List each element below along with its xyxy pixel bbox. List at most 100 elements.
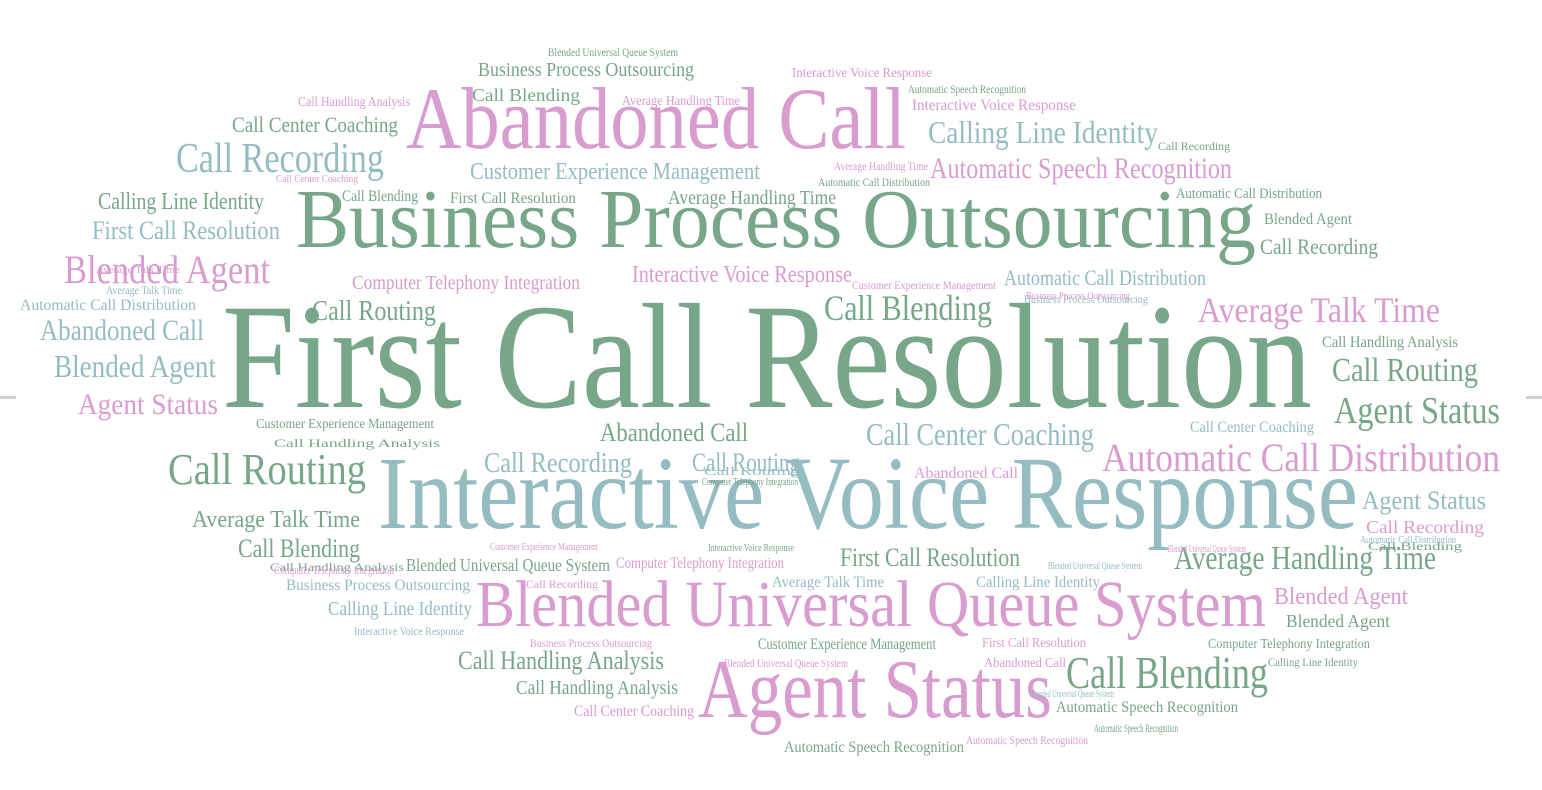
word-customer-experience-management: Customer Experience Management: [852, 278, 997, 292]
word-call-blending: Call Blending: [472, 85, 580, 105]
word-average-handling-time: Average Handling Time: [668, 187, 837, 209]
word-computer-telephony-integration: Computer Telephony Integration: [352, 272, 580, 294]
word-automatic-call-distribution: Automatic Call Distribution: [1176, 186, 1323, 202]
word-abandoned-call: Abandoned Call: [40, 314, 204, 347]
word-first-call-resolution: First Call Resolution: [982, 636, 1087, 651]
word-average-talk-time: Average Talk Time: [106, 283, 182, 297]
word-blended-agent: Blended Agent: [54, 348, 216, 384]
word-automatic-call-distribution: Automatic Call Distribution: [20, 297, 196, 314]
word-call-center-coaching: Call Center Coaching: [276, 174, 359, 185]
word-computer-telephony-integration: Computer Telephony Integration: [702, 477, 798, 488]
word-call-center-coaching: Call Center Coaching: [232, 112, 398, 137]
word-call-recording: Call Recording: [484, 448, 633, 479]
word-call-routing: Call Routing: [692, 448, 800, 477]
word-automatic-speech-recognition: Automatic Speech Recognition: [966, 733, 1088, 747]
word-business-process-outsourcing: Business Process Outsourcing: [530, 636, 653, 650]
word-business-process-outsourcing: Business Process Outsourcing: [1024, 292, 1148, 306]
word-call-recording: Call Recording: [1366, 517, 1485, 537]
word-customer-experience-management: Customer Experience Management: [256, 417, 434, 432]
word-blended-universal-queue-system: Blended Universal Queue System: [406, 555, 610, 575]
word-computer-telephony-integration: Computer Telephony Integration: [616, 555, 784, 572]
word-business-process-outsourcing: Business Process Outsourcing: [296, 173, 1256, 266]
word-call-recording: Call Recording: [526, 577, 598, 591]
word-call-handling-analysis: Call Handling Analysis: [516, 677, 678, 699]
word-abandoned-call: Abandoned Call: [406, 71, 907, 168]
word-business-process-outsourcing: Business Process Outsourcing: [1026, 291, 1130, 302]
word-call-handling-analysis: Call Handling Analysis: [458, 646, 665, 675]
word-average-talk-time: Average Talk Time: [96, 265, 181, 276]
word-calling-line-identity: Calling Line Identity: [976, 574, 1101, 591]
word-call-handling-analysis: Call Handling Analysis: [298, 95, 410, 110]
word-blended-agent: Blended Agent: [64, 247, 270, 292]
word-blended-universal-queue-system: Blended Universal Queue System: [1048, 561, 1142, 572]
word-calling-line-identity: Calling Line Identity: [98, 189, 265, 215]
word-interactive-voice-response: Interactive Voice Response: [708, 543, 794, 554]
word-blended-agent: Blended Agent: [1274, 584, 1408, 610]
word-customer-experience-management: Customer Experience Management: [470, 159, 760, 185]
word-business-process-outsourcing: Business Process Outsourcing: [478, 59, 695, 81]
word-computer-telephony-integration: Computer Telephony Integration: [274, 563, 395, 577]
word-automatic-speech-recognition: Automatic Speech Recognition: [908, 82, 1026, 96]
word-abandoned-call: Abandoned Call: [600, 418, 749, 447]
word-automatic-call-distribution: Automatic Call Distribution: [818, 175, 930, 189]
word-call-blending: Call Blending: [824, 288, 992, 328]
word-computer-telephony-integration: Computer Telephony Integration: [1208, 637, 1370, 652]
word-abandoned-call: Abandoned Call: [984, 656, 1066, 671]
word-call-routing: Call Routing: [168, 445, 366, 494]
word-blended-universal-queue-system: Blended Universal Queue System: [724, 656, 849, 670]
word-blended-universal-queue-system: Blended Universal Queue System: [476, 568, 1267, 641]
word-interactive-voice-response: Interactive Voice Response: [354, 624, 464, 638]
word-average-handling-time: Average Handling Time: [622, 94, 741, 109]
word-agent-status: Agent Status: [78, 388, 219, 421]
word-call-handling-analysis: Call Handling Analysis: [1322, 334, 1458, 351]
word-call-handling-analysis: Call Handling Analysis: [270, 560, 404, 574]
word-call-recording: Call Recording: [1260, 234, 1378, 259]
word-agent-status: Agent Status: [698, 643, 1053, 736]
word-call-blending: Call Blending: [342, 188, 419, 205]
word-blended-universal-queue-system: Blended Universal Queue System: [548, 45, 678, 59]
word-average-handling-time: Average Handling Time: [1174, 540, 1436, 577]
right-edge-marker: [1526, 396, 1542, 399]
word-call-handling-analysis: Call Handling Analysis: [274, 436, 440, 450]
word-call-center-coaching: Call Center Coaching: [866, 416, 1094, 452]
word-average-talk-time: Average Talk Time: [772, 574, 884, 591]
word-automatic-speech-recognition: Automatic Speech Recognition: [1094, 721, 1178, 735]
word-automatic-call-distribution: Automatic Call Distribution: [1360, 535, 1457, 546]
word-customer-experience-management: Customer Experience Management: [758, 636, 936, 653]
word-automatic-call-distribution: Automatic Call Distribution: [1004, 265, 1206, 290]
word-call-recording: Call Recording: [176, 136, 384, 182]
word-calling-line-identity: Calling Line Identity: [1268, 655, 1358, 669]
word-call-blending: Call Blending: [1368, 539, 1463, 553]
word-business-process-outsourcing: Business Process Outsourcing: [286, 577, 470, 594]
word-blended-universal-queue-system: Blended Universal Queue System: [1168, 544, 1246, 555]
word-first-call-resolution: First Call Resolution: [92, 216, 280, 245]
word-call-routing: Call Routing: [1332, 352, 1479, 389]
word-automatic-speech-recognition: Automatic Speech Recognition: [784, 739, 964, 756]
word-agent-status: Agent Status: [1334, 390, 1501, 432]
word-customer-experience-management: Customer Experience Management: [490, 542, 598, 553]
word-call-recording: Call Recording: [1158, 139, 1230, 153]
word-first-call-resolution: First Call Resolution: [222, 274, 1312, 440]
word-blended-universal-queue-system: Blended Universal Queue System: [1030, 689, 1115, 700]
word-first-call-resolution: First Call Resolution: [840, 543, 1021, 572]
word-automatic-speech-recognition: Automatic Speech Recognition: [1056, 699, 1238, 716]
word-call-routing: Call Routing: [704, 464, 800, 478]
word-call-blending: Call Blending: [238, 534, 361, 563]
word-call-center-coaching: Call Center Coaching: [1190, 419, 1315, 436]
word-automatic-call-distribution: Automatic Call Distribution: [1102, 435, 1501, 480]
word-call-routing: Call Routing: [312, 296, 437, 327]
word-average-talk-time: Average Talk Time: [1198, 290, 1440, 330]
word-blended-agent: Blended Agent: [1286, 611, 1391, 631]
word-call-blending: Call Blending: [1066, 647, 1268, 698]
word-interactive-voice-response: Interactive Voice Response: [378, 436, 1359, 551]
word-calling-line-identity: Calling Line Identity: [928, 114, 1159, 150]
word-interactive-voice-response: Interactive Voice Response: [632, 262, 852, 288]
word-blended-agent: Blended Agent: [1264, 211, 1352, 228]
word-first-call-resolution: First Call Resolution: [450, 190, 576, 207]
word-interactive-voice-response: Interactive Voice Response: [792, 66, 932, 81]
word-abandoned-call: Abandoned Call: [914, 465, 1019, 482]
word-call-center-coaching: Call Center Coaching: [574, 703, 694, 720]
word-interactive-voice-response: Interactive Voice Response: [912, 97, 1076, 114]
word-automatic-speech-recognition: Automatic Speech Recognition: [930, 152, 1232, 185]
